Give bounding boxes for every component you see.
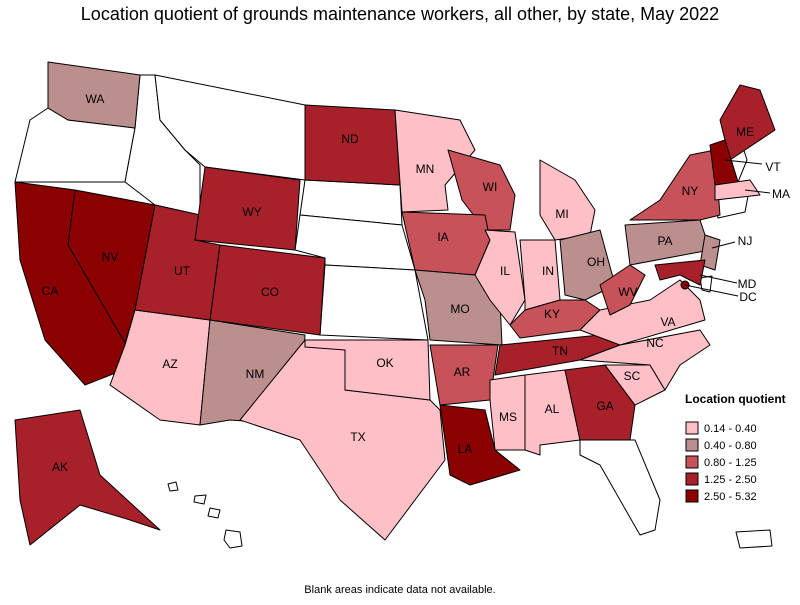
state-label: WV (618, 285, 637, 299)
state-label: CO (261, 285, 279, 299)
state-label: MS (499, 410, 517, 424)
state (519, 239, 561, 311)
island (167, 481, 179, 492)
legend-label: 0.14 - 0.40 (704, 423, 757, 435)
state-label: TX (350, 430, 365, 444)
legend: Location quotient 0.14 - 0.40 0.40 - 0.80… (685, 392, 786, 503)
map-title: Location quotient of grounds maintenance… (81, 4, 719, 24)
state-label: IA (437, 230, 448, 244)
state (304, 339, 431, 401)
state (474, 229, 526, 326)
state (209, 244, 326, 336)
state-label: NC (646, 336, 664, 350)
state-label: NV (102, 250, 119, 264)
state-label: TN (552, 344, 568, 358)
state-label: WI (483, 180, 498, 194)
leader-line (699, 274, 738, 284)
state-label: AR (454, 365, 471, 379)
state (599, 264, 646, 316)
state (714, 179, 761, 201)
state (579, 279, 706, 346)
island (223, 529, 243, 549)
state (194, 166, 301, 251)
legend-swatch (685, 455, 699, 469)
state (47, 61, 141, 129)
state-label: WY (242, 205, 261, 219)
state-label: MI (555, 207, 568, 221)
legend-title: Location quotient (685, 392, 786, 406)
state-label: AZ (162, 357, 177, 371)
leader-line (744, 189, 771, 194)
states: WA CA NV AZ UT WY CO NM ND MN WI IA MO AR LA TX OK IL IN MI… (14, 61, 790, 546)
footnote: Blank areas indicate data not available. (304, 584, 495, 596)
state-label: WA (86, 92, 105, 106)
state-label: MD (738, 277, 757, 291)
state-label: AL (545, 402, 560, 416)
state-label: LA (458, 442, 473, 456)
legend-label: 2.50 - 5.32 (704, 491, 757, 503)
leader-line (724, 159, 763, 165)
state-label: ND (341, 132, 359, 146)
state-blank (319, 264, 429, 341)
state-label: IN (542, 264, 554, 278)
state (629, 149, 721, 221)
state-label: CA (42, 284, 59, 298)
state (509, 299, 601, 339)
state (14, 409, 161, 546)
state-label: UT (174, 264, 191, 278)
state-label: ME (736, 125, 754, 139)
state-label: NM (246, 367, 265, 381)
state-label: VA (660, 315, 675, 329)
legend-swatch (685, 472, 699, 486)
state-label: MN (416, 162, 435, 176)
state-label: AK (52, 460, 68, 474)
state (559, 229, 616, 301)
state-label: OH (587, 255, 605, 269)
state (489, 374, 526, 451)
state (539, 159, 596, 241)
legend-swatch (685, 489, 699, 503)
state-label: GA (596, 399, 613, 413)
state-label: SC (624, 369, 641, 383)
state-label: DC (739, 290, 757, 304)
state (439, 404, 521, 486)
state (579, 329, 711, 391)
state (564, 364, 636, 441)
state (719, 84, 776, 161)
state-label: VT (765, 160, 781, 174)
state-blank (579, 439, 661, 536)
state-label: NY (682, 184, 699, 198)
legend-label: 0.80 - 1.25 (704, 457, 757, 469)
legend-swatch (685, 438, 699, 452)
legend-swatch (685, 421, 699, 435)
state-label: IL (500, 264, 510, 278)
state-label: MO (450, 302, 469, 316)
state (447, 149, 516, 231)
state-label: KY (544, 307, 560, 321)
legend-label: 1.25 - 2.50 (704, 474, 757, 486)
island (193, 494, 207, 505)
legend-label: 0.40 - 0.80 (704, 440, 757, 452)
state-label: PA (657, 234, 672, 248)
island (735, 529, 773, 549)
state (654, 259, 706, 286)
state-label: MA (772, 187, 790, 201)
state-label: OK (376, 356, 393, 370)
leader-line (684, 284, 739, 297)
island (207, 507, 221, 519)
leader-line (711, 241, 736, 249)
state-label: NJ (738, 234, 753, 248)
